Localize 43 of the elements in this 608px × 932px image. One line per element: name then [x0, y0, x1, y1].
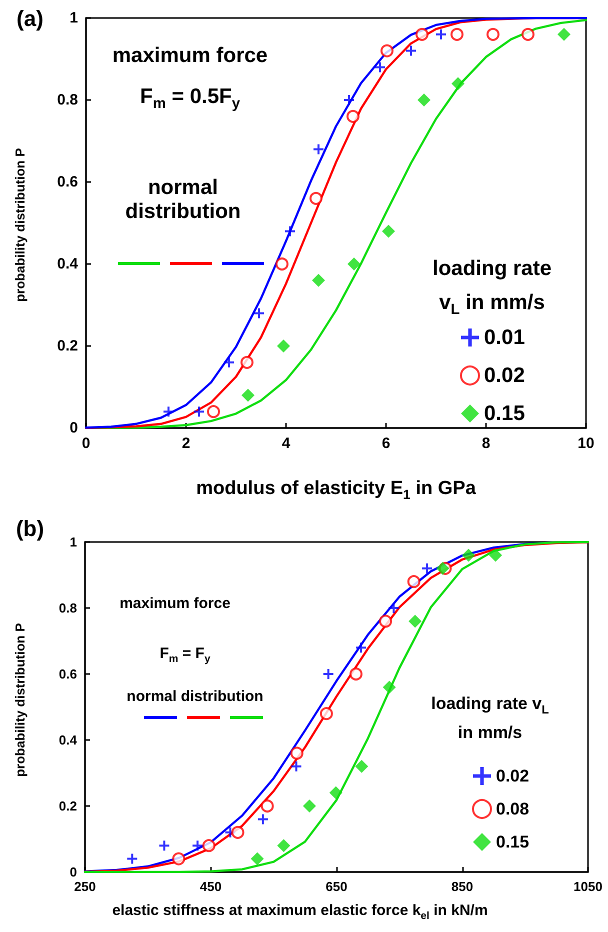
- y-tick-label: 0.6: [58, 666, 77, 682]
- legend-label: 0.02: [496, 766, 530, 786]
- x-tick-label: 6: [382, 435, 390, 452]
- y-tick-label: 0.2: [58, 798, 77, 814]
- x-tick-label: 10: [578, 435, 594, 452]
- y-tick-label: 0.2: [57, 338, 78, 354]
- y-tick-label: 0: [70, 420, 78, 436]
- x-axis-title: modulus of elasticity E$_{1}$ in GPa: [196, 478, 476, 502]
- x-tick-label: 2: [182, 435, 190, 452]
- x-tick-label: 0: [82, 435, 90, 452]
- legend-label: 0.15: [496, 832, 530, 852]
- x-tick-label: 650: [326, 879, 348, 894]
- text: loading rate v$_{L}$ in mm/s: [431, 694, 549, 742]
- legend-label: 0.15: [484, 402, 526, 425]
- annotation: maximum force: [112, 44, 268, 68]
- legend-label: 0.02: [484, 364, 525, 387]
- y-tick-label: 0.8: [57, 92, 78, 108]
- chart-title: (b): [16, 516, 44, 542]
- y-tick-label: 1: [70, 534, 77, 550]
- annotation: maximum force: [120, 595, 230, 612]
- legend-title: loading rate v$_{L}$ in mm/s: [431, 256, 553, 320]
- y-tick-label: 0.8: [58, 600, 77, 616]
- annotation: normal distribution: [126, 688, 264, 705]
- y-tick-label: 0.4: [58, 732, 78, 748]
- x-tick-label: 450: [200, 879, 222, 894]
- x-tick-label: 250: [74, 879, 96, 894]
- x-axis-title: elastic stiffness at maximum elastic force k$_{el}$ in kN/m: [112, 902, 488, 922]
- annotation: F$_{m}$ = 0.5F$_{y}$: [140, 85, 240, 112]
- legend-label: 0.08: [496, 800, 530, 818]
- legend-label: 0.01: [484, 326, 526, 349]
- x-tick-label: 8: [482, 435, 490, 452]
- annotation: normal distribution: [124, 176, 242, 224]
- y-axis-title: probability distribution P: [12, 623, 28, 777]
- y-tick-label: 0.6: [57, 174, 78, 190]
- x-tick-label: 850: [451, 879, 474, 894]
- annotation: F$_{m}$ = F$_{y}$: [160, 645, 210, 665]
- y-axis-title: probability distribution P: [12, 148, 28, 302]
- chart-title: (a): [16, 6, 44, 32]
- x-tick-label: 4: [282, 435, 291, 452]
- y-tick-label: 1: [70, 10, 78, 26]
- y-tick-label: 0: [70, 864, 77, 880]
- y-tick-label: 0.4: [57, 256, 79, 272]
- x-tick-label: 1050: [574, 879, 602, 894]
